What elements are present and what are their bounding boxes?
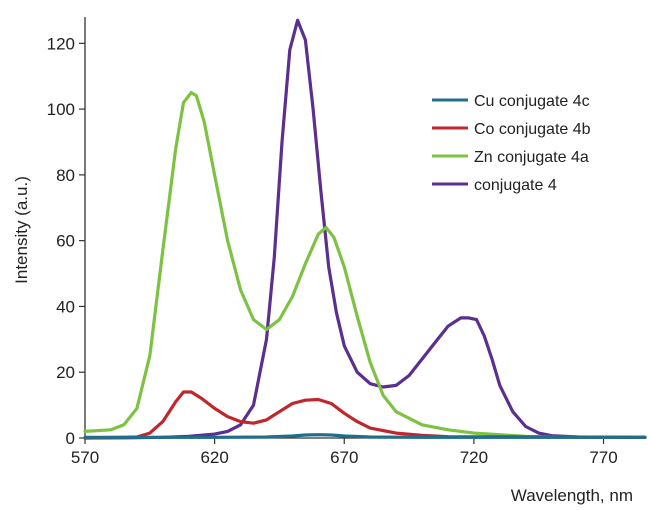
legend-label: Cu conjugate 4c [474, 93, 590, 110]
legend: Cu conjugate 4c Co conjugate 4b Zn conjuga… [432, 93, 591, 194]
series-line-0 [83, 433, 647, 439]
y-axis-label: Intensity (a.u.) [12, 176, 31, 284]
x-axis-label: Wavelength, nm [511, 486, 633, 505]
x-tick-label: 770 [589, 448, 617, 467]
series-lines [83, 18, 647, 440]
legend-label: conjugate 4 [474, 177, 557, 194]
series-line-3 [83, 18, 647, 440]
legend-label: Zn conjugate 4a [474, 149, 589, 166]
y-tick-label: 60 [56, 232, 75, 251]
y-tick-label: 120 [47, 34, 75, 53]
y-tick-label: 20 [56, 363, 75, 382]
y-tick-label: 100 [47, 100, 75, 119]
y-tick-label: 0 [66, 429, 75, 448]
x-tick-label: 620 [200, 448, 228, 467]
x-tick-label: 670 [330, 448, 358, 467]
axes: 0 20 40 60 80 100 120 570 620 670 720 770 [47, 17, 645, 467]
legend-label: Co conjugate 4b [474, 121, 591, 138]
y-tick-label: 40 [56, 297, 75, 316]
series-line-1 [83, 390, 647, 440]
series-line-2 [83, 91, 647, 439]
y-tick-label: 80 [56, 166, 75, 185]
x-tick-label: 570 [71, 448, 99, 467]
x-tick-label: 720 [460, 448, 488, 467]
